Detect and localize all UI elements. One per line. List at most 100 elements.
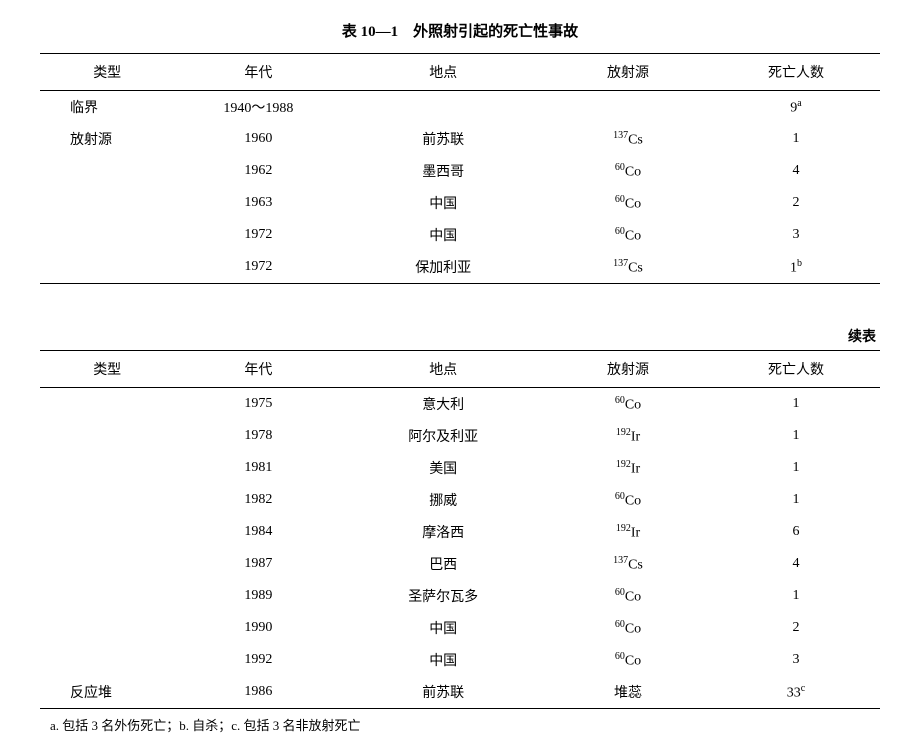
cell-source	[544, 91, 712, 124]
cell-type	[40, 388, 174, 421]
cell-location: 前苏联	[342, 676, 544, 709]
col-type: 类型	[40, 351, 174, 388]
table-row: 1962墨西哥60Co4	[40, 155, 880, 187]
col-year: 年代	[174, 54, 342, 91]
cell-deaths: 4	[712, 155, 880, 187]
cell-location: 中国	[342, 612, 544, 644]
cell-deaths: 9a	[712, 91, 880, 124]
cell-year: 1992	[174, 644, 342, 676]
cell-year: 1940～1988	[174, 91, 342, 124]
cell-year: 1972	[174, 219, 342, 251]
col-type: 类型	[40, 54, 174, 91]
table-row: 1987巴西137Cs4	[40, 548, 880, 580]
cell-location: 墨西哥	[342, 155, 544, 187]
data-table-1: 类型 年代 地点 放射源 死亡人数 临界1940～19889a放射源1960前苏…	[40, 53, 880, 284]
cell-location: 中国	[342, 219, 544, 251]
cell-type	[40, 484, 174, 516]
cell-source: 60Co	[544, 580, 712, 612]
header-row: 类型 年代 地点 放射源 死亡人数	[40, 351, 880, 388]
cell-location: 圣萨尔瓦多	[342, 580, 544, 612]
cell-deaths: 3	[712, 644, 880, 676]
cell-type: 反应堆	[40, 676, 174, 709]
cell-type: 放射源	[40, 123, 174, 155]
cell-location	[342, 91, 544, 124]
cell-year: 1962	[174, 155, 342, 187]
cell-type	[40, 644, 174, 676]
cell-source: 192Ir	[544, 452, 712, 484]
cell-deaths: 1	[712, 452, 880, 484]
cell-type	[40, 155, 174, 187]
cell-type	[40, 251, 174, 284]
cell-type	[40, 219, 174, 251]
cell-deaths: 1	[712, 580, 880, 612]
table-row: 临界1940～19889a	[40, 91, 880, 124]
cell-location: 中国	[342, 644, 544, 676]
table-row: 1990中国60Co2	[40, 612, 880, 644]
cell-deaths: 3	[712, 219, 880, 251]
table-row: 1982挪威60Co1	[40, 484, 880, 516]
col-loc: 地点	[342, 351, 544, 388]
cell-location: 美国	[342, 452, 544, 484]
table-row: 1992中国60Co3	[40, 644, 880, 676]
cell-year: 1986	[174, 676, 342, 709]
cell-type	[40, 187, 174, 219]
header-row: 类型 年代 地点 放射源 死亡人数	[40, 54, 880, 91]
cell-deaths: 6	[712, 516, 880, 548]
table-row: 1972保加利亚137Cs1b	[40, 251, 880, 284]
table-row: 反应堆1986前苏联堆蕊33c	[40, 676, 880, 709]
cell-source: 192Ir	[544, 420, 712, 452]
cell-source: 60Co	[544, 644, 712, 676]
cell-year: 1981	[174, 452, 342, 484]
cell-type	[40, 516, 174, 548]
table-row: 1978阿尔及利亚192Ir1	[40, 420, 880, 452]
cell-source: 60Co	[544, 388, 712, 421]
table-row: 1975意大利60Co1	[40, 388, 880, 421]
col-deaths: 死亡人数	[712, 54, 880, 91]
cell-deaths: 2	[712, 612, 880, 644]
cell-deaths: 4	[712, 548, 880, 580]
cell-source: 60Co	[544, 187, 712, 219]
footnote: a. 包括 3 名外伤死亡；b. 自杀；c. 包括 3 名非放射死亡	[40, 715, 880, 734]
table-row: 1981美国192Ir1	[40, 452, 880, 484]
cell-deaths: 1	[712, 420, 880, 452]
cell-source: 堆蕊	[544, 676, 712, 709]
cell-location: 摩洛西	[342, 516, 544, 548]
cell-year: 1972	[174, 251, 342, 284]
table-row: 1989圣萨尔瓦多60Co1	[40, 580, 880, 612]
cell-year: 1963	[174, 187, 342, 219]
cell-type	[40, 420, 174, 452]
cell-type	[40, 548, 174, 580]
cell-location: 阿尔及利亚	[342, 420, 544, 452]
table-title: 表 10—1 外照射引起的死亡性事故	[40, 20, 880, 41]
cell-year: 1978	[174, 420, 342, 452]
cell-year: 1982	[174, 484, 342, 516]
col-deaths: 死亡人数	[712, 351, 880, 388]
cell-location: 巴西	[342, 548, 544, 580]
col-src: 放射源	[544, 54, 712, 91]
cell-source: 60Co	[544, 155, 712, 187]
cell-source: 137Cs	[544, 251, 712, 284]
cell-source: 60Co	[544, 219, 712, 251]
table-row: 1972中国60Co3	[40, 219, 880, 251]
cell-type	[40, 612, 174, 644]
cell-type	[40, 452, 174, 484]
table-row: 1984摩洛西192Ir6	[40, 516, 880, 548]
cell-source: 192Ir	[544, 516, 712, 548]
table-row: 1963中国60Co2	[40, 187, 880, 219]
cell-deaths: 1	[712, 123, 880, 155]
cell-year: 1975	[174, 388, 342, 421]
col-loc: 地点	[342, 54, 544, 91]
cell-source: 137Cs	[544, 123, 712, 155]
cell-location: 挪威	[342, 484, 544, 516]
cell-deaths: 2	[712, 187, 880, 219]
cell-year: 1984	[174, 516, 342, 548]
table-row: 放射源1960前苏联137Cs1	[40, 123, 880, 155]
cell-location: 保加利亚	[342, 251, 544, 284]
cell-deaths: 1	[712, 388, 880, 421]
data-table-2: 类型 年代 地点 放射源 死亡人数 1975意大利60Co11978阿尔及利亚1…	[40, 350, 880, 709]
cell-deaths: 33c	[712, 676, 880, 709]
cell-year: 1960	[174, 123, 342, 155]
cell-source: 137Cs	[544, 548, 712, 580]
col-src: 放射源	[544, 351, 712, 388]
cell-location: 意大利	[342, 388, 544, 421]
